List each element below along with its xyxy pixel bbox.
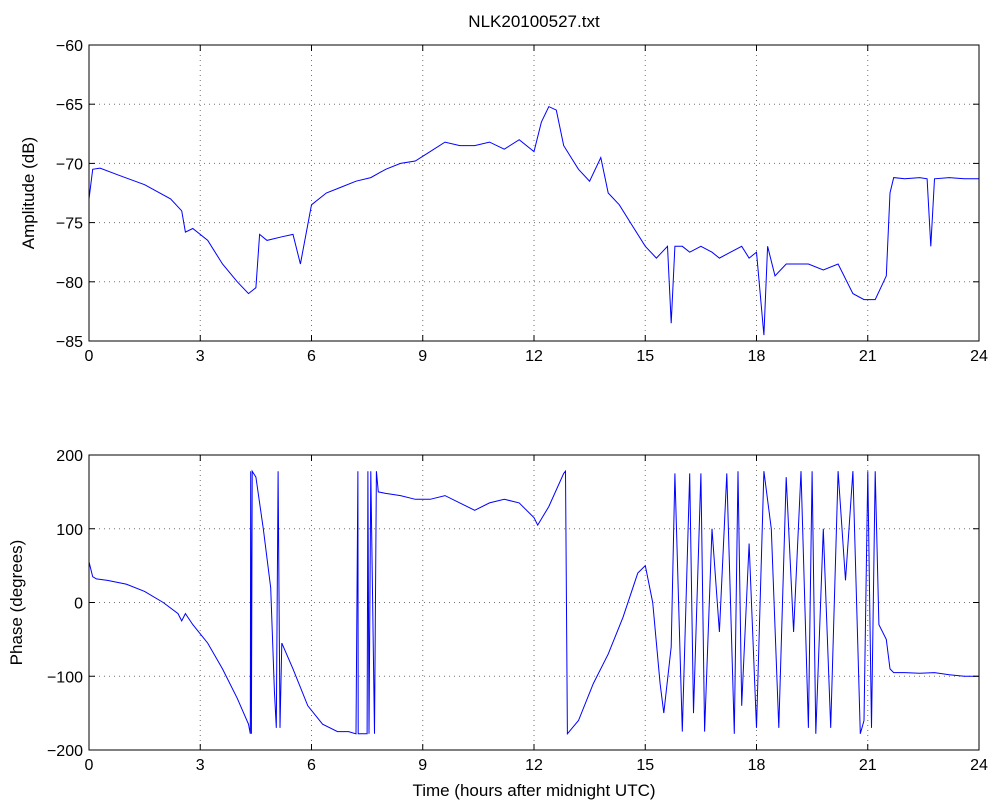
phase-y-tick-label: −200 bbox=[47, 743, 83, 760]
amplitude-x-tick-label: 18 bbox=[748, 348, 766, 365]
amplitude-x-tick-label: 24 bbox=[970, 348, 988, 365]
phase-y-tick-label: 100 bbox=[56, 522, 83, 539]
phase-x-tick-label: 18 bbox=[748, 757, 766, 774]
amplitude-y-axis-title: Amplitude (dB) bbox=[19, 137, 38, 249]
phase-x-axis-title: Time (hours after midnight UTC) bbox=[412, 781, 655, 800]
phase-y-tick-label: −100 bbox=[47, 669, 83, 686]
amplitude-chart-title: NLK20100527.txt bbox=[468, 12, 600, 31]
amplitude-x-tick-label: 6 bbox=[307, 348, 316, 365]
amplitude-x-tick-label: 0 bbox=[85, 348, 94, 365]
amplitude-y-tick-label: −70 bbox=[56, 156, 83, 173]
phase-y-tick-label: 0 bbox=[74, 596, 83, 613]
phase-x-tick-label: 24 bbox=[970, 757, 988, 774]
phase-x-tick-label: 12 bbox=[525, 757, 543, 774]
phase-x-tick-label: 21 bbox=[859, 757, 877, 774]
phase-x-tick-label: 3 bbox=[196, 757, 205, 774]
amplitude-x-tick-label: 12 bbox=[525, 348, 543, 365]
phase-y-axis-title: Phase (degrees) bbox=[7, 540, 26, 666]
phase-x-tick-label: 6 bbox=[307, 757, 316, 774]
amplitude-y-tick-label: −80 bbox=[56, 275, 83, 292]
amplitude-y-tick-label: −60 bbox=[56, 38, 83, 55]
amplitude-x-tick-label: 21 bbox=[859, 348, 877, 365]
amplitude-series-line bbox=[88, 105, 979, 336]
phase-x-tick-label: 9 bbox=[418, 757, 427, 774]
amplitude-plot-frame bbox=[88, 44, 980, 342]
phase-series-line bbox=[88, 469, 979, 736]
amplitude-x-tick-label: 15 bbox=[636, 348, 654, 365]
phase-x-tick-label: 15 bbox=[636, 757, 654, 774]
phase-x-tick-label: 0 bbox=[85, 757, 94, 774]
amplitude-y-tick-label: −85 bbox=[56, 334, 83, 351]
amplitude-y-tick-label: −75 bbox=[56, 216, 83, 233]
phase-y-tick-label: 200 bbox=[56, 448, 83, 465]
amplitude-y-tick-label: −65 bbox=[56, 97, 83, 114]
amplitude-x-tick-label: 9 bbox=[418, 348, 427, 365]
amplitude-x-tick-label: 3 bbox=[196, 348, 205, 365]
